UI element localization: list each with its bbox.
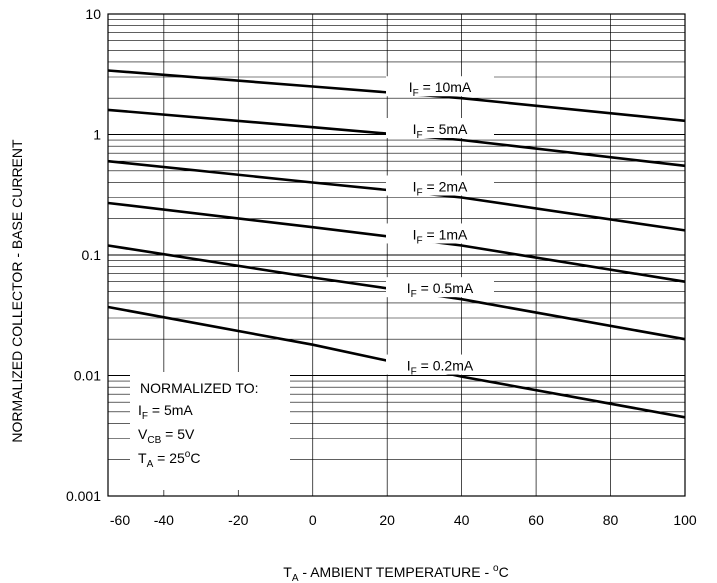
x-tick-label: -60 (110, 512, 130, 528)
y-tick-label: 1 (93, 127, 101, 143)
curve-labels: IF = 10mA IF = 5mA IF = 2mA IF = 1mA IF = 0.… (386, 76, 494, 378)
x-tick-label: 80 (603, 512, 619, 528)
curve-label-bg (386, 76, 494, 97)
curve-label-bg (386, 118, 494, 139)
annotation-title: NORMALIZED TO: (140, 380, 259, 396)
x-tick-label: 0 (309, 512, 317, 528)
y-axis-label: NORMALIZED COLLECTOR - BASE CURRENT (9, 139, 25, 443)
curve-label: IF = 1mA (413, 226, 468, 246)
normalization-box: NORMALIZED TO: IF = 5mA VCB = 5V TA = 25oC (130, 372, 290, 490)
series-line (107, 159, 686, 232)
curve-label: IF = 0.5mA (407, 280, 474, 300)
annotation-line: IF = 5mA (138, 402, 193, 422)
curve-label-bg (386, 223, 494, 244)
y-tick-label: 0.01 (74, 368, 101, 384)
y-tick-label: 0.1 (82, 247, 102, 263)
curve-label: IF = 2mA (413, 179, 468, 199)
plot-frame (107, 13, 686, 497)
curve-label: IF = 5mA (413, 121, 468, 141)
annotation-line: VCB = 5V (138, 426, 195, 446)
x-tick-label: 40 (454, 512, 470, 528)
x-tick-label: 100 (673, 512, 697, 528)
curve-label: IF = 0.2mA (407, 358, 474, 378)
annotation-bg (130, 372, 290, 490)
annotation-line: TA = 25oC (138, 449, 200, 470)
curve-label-bg (386, 277, 494, 298)
curve-label-bg (386, 175, 494, 196)
y-tick-label: 0.001 (66, 488, 101, 504)
curve-label: IF = 10mA (409, 79, 472, 99)
x-tick-label: 60 (528, 512, 544, 528)
tick-labels: -60 -40 -20 0 20 40 60 80 100 10 1 0.1 0.01 0.001 (66, 6, 697, 528)
x-tick-label: -20 (228, 512, 248, 528)
x-tick-label: -40 (154, 512, 174, 528)
x-axis-label: TA - AMBIENT TEMPERATURE - oC (283, 563, 508, 583)
x-tick-label: 20 (379, 512, 395, 528)
curve-label-bg (386, 354, 494, 375)
y-tick-label: 10 (85, 6, 101, 22)
